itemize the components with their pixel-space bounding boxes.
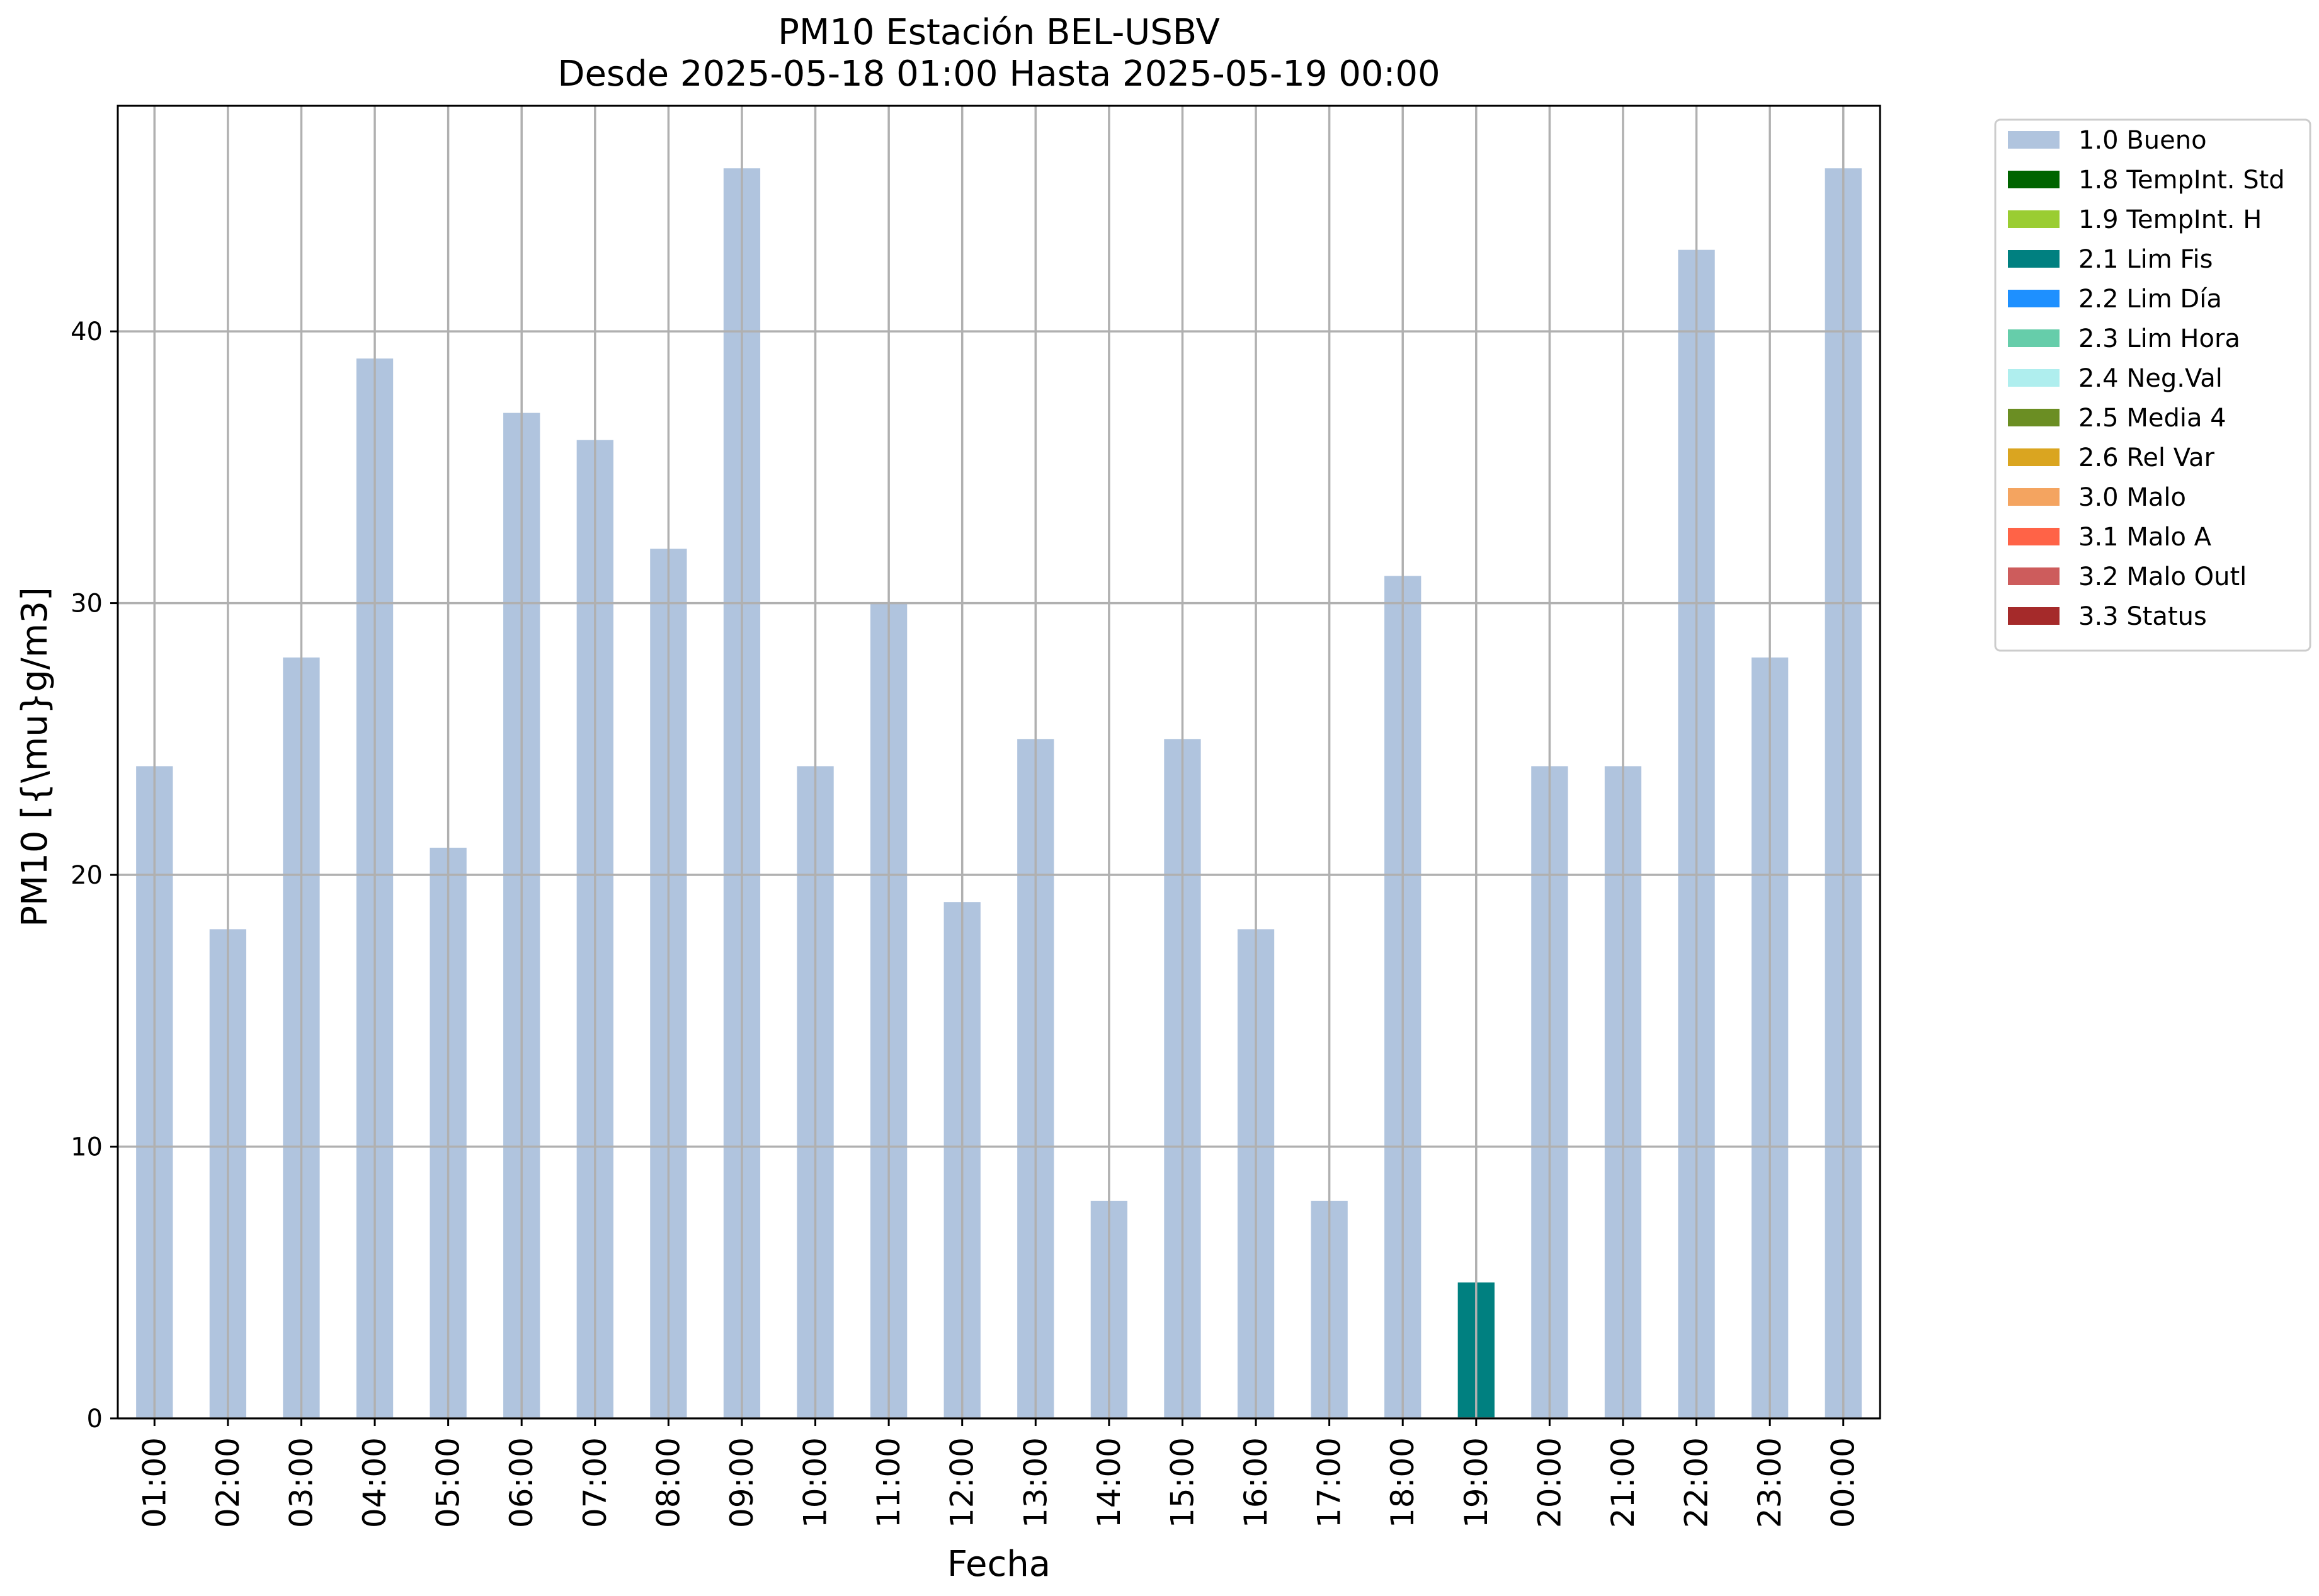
legend-entry-label: 1.9 TempInt. H: [2078, 205, 2262, 234]
y-tick-label: 30: [71, 590, 103, 618]
legend-entry-label: 1.8 TempInt. Std: [2078, 166, 2285, 195]
legend-swatch: [2008, 409, 2060, 426]
y-tick-label: 40: [71, 317, 103, 346]
x-tick-label: 02:00: [210, 1437, 246, 1528]
y-tick-label: 10: [71, 1133, 103, 1162]
legend-entry-label: 3.3 Status: [2078, 602, 2207, 631]
legend-entry-label: 3.2 Malo Outl: [2078, 562, 2247, 591]
x-tick-label: 15:00: [1164, 1437, 1200, 1528]
legend-swatch: [2008, 607, 2060, 625]
x-tick-label: 23:00: [1752, 1437, 1788, 1528]
y-tick-label: 20: [71, 861, 103, 890]
legend-swatch: [2008, 369, 2060, 387]
legend-swatch: [2008, 250, 2060, 268]
legend-entry-label: 2.4 Neg.Val: [2078, 364, 2223, 393]
x-tick-label: 00:00: [1825, 1437, 1862, 1528]
legend-swatch: [2008, 290, 2060, 307]
legend-entry-label: 2.3 Lim Hora: [2078, 324, 2240, 353]
legend-swatch: [2008, 131, 2060, 149]
x-tick-label: 10:00: [797, 1437, 834, 1528]
legend-entry-label: 1.0 Bueno: [2078, 126, 2207, 155]
x-tick-label: 11:00: [870, 1437, 907, 1528]
legend-swatch: [2008, 210, 2060, 228]
legend-entry-label: 2.5 Media 4: [2078, 404, 2226, 433]
x-tick-label: 07:00: [577, 1437, 613, 1528]
legend-swatch: [2008, 488, 2060, 506]
legend-entry-label: 3.0 Malo: [2078, 483, 2186, 512]
legend-swatch: [2008, 567, 2060, 585]
axes: 0 10 20 30 40 01:00 02:00 03:00 04:00 05:00 06:00 0…: [71, 105, 1881, 1528]
legend-swatch: [2008, 171, 2060, 188]
y-tick-label: 0: [87, 1405, 103, 1434]
legend: 1.0 Bueno 1.8 TempInt. Std 1.9 TempInt. H 2…: [1994, 118, 2311, 652]
x-tick-label: 03:00: [283, 1437, 319, 1528]
x-tick-label: 04:00: [356, 1437, 393, 1528]
legend-swatch: [2008, 528, 2060, 545]
x-tick-label: 08:00: [650, 1437, 687, 1528]
y-axis-label: PM10 [{\mu}g/m3]: [14, 587, 55, 927]
grid-lines: [118, 106, 1880, 1420]
x-tick-label: 09:00: [724, 1437, 760, 1528]
x-tick-label: 05:00: [430, 1437, 467, 1528]
chart-title-line2: Desde 2025-05-18 01:00 Hasta 2025-05-19 …: [557, 54, 1440, 94]
x-tick-label: 22:00: [1678, 1437, 1715, 1528]
x-tick-label: 19:00: [1458, 1437, 1495, 1528]
legend-entry-label: 2.1 Lim Fis: [2078, 245, 2213, 274]
x-axis-label: Fecha: [947, 1544, 1051, 1585]
x-tick-label: 16:00: [1238, 1437, 1274, 1528]
x-tick-label: 12:00: [944, 1437, 981, 1528]
x-tick-label: 20:00: [1531, 1437, 1568, 1528]
x-tick-label: 14:00: [1091, 1437, 1127, 1528]
x-tick-label: 18:00: [1384, 1437, 1421, 1528]
x-tick-label: 21:00: [1605, 1437, 1641, 1528]
legend-entry-label: 2.6 Rel Var: [2078, 443, 2215, 472]
legend-swatch: [2008, 448, 2060, 466]
x-tick-label: 13:00: [1017, 1437, 1054, 1528]
x-tick-label: 17:00: [1311, 1437, 1348, 1528]
legend-entry-label: 2.2 Lim Día: [2078, 285, 2222, 314]
plot-frame: [117, 105, 1881, 1420]
x-tick-label: 01:00: [136, 1437, 173, 1528]
legend-swatch: [2008, 329, 2060, 347]
legend-frame: [1994, 118, 2311, 652]
chart-title-line1: PM10 Estación BEL-USBV: [778, 12, 1220, 53]
x-tick-label: 06:00: [503, 1437, 540, 1528]
legend-entry-label: 3.1 Malo A: [2078, 523, 2212, 552]
